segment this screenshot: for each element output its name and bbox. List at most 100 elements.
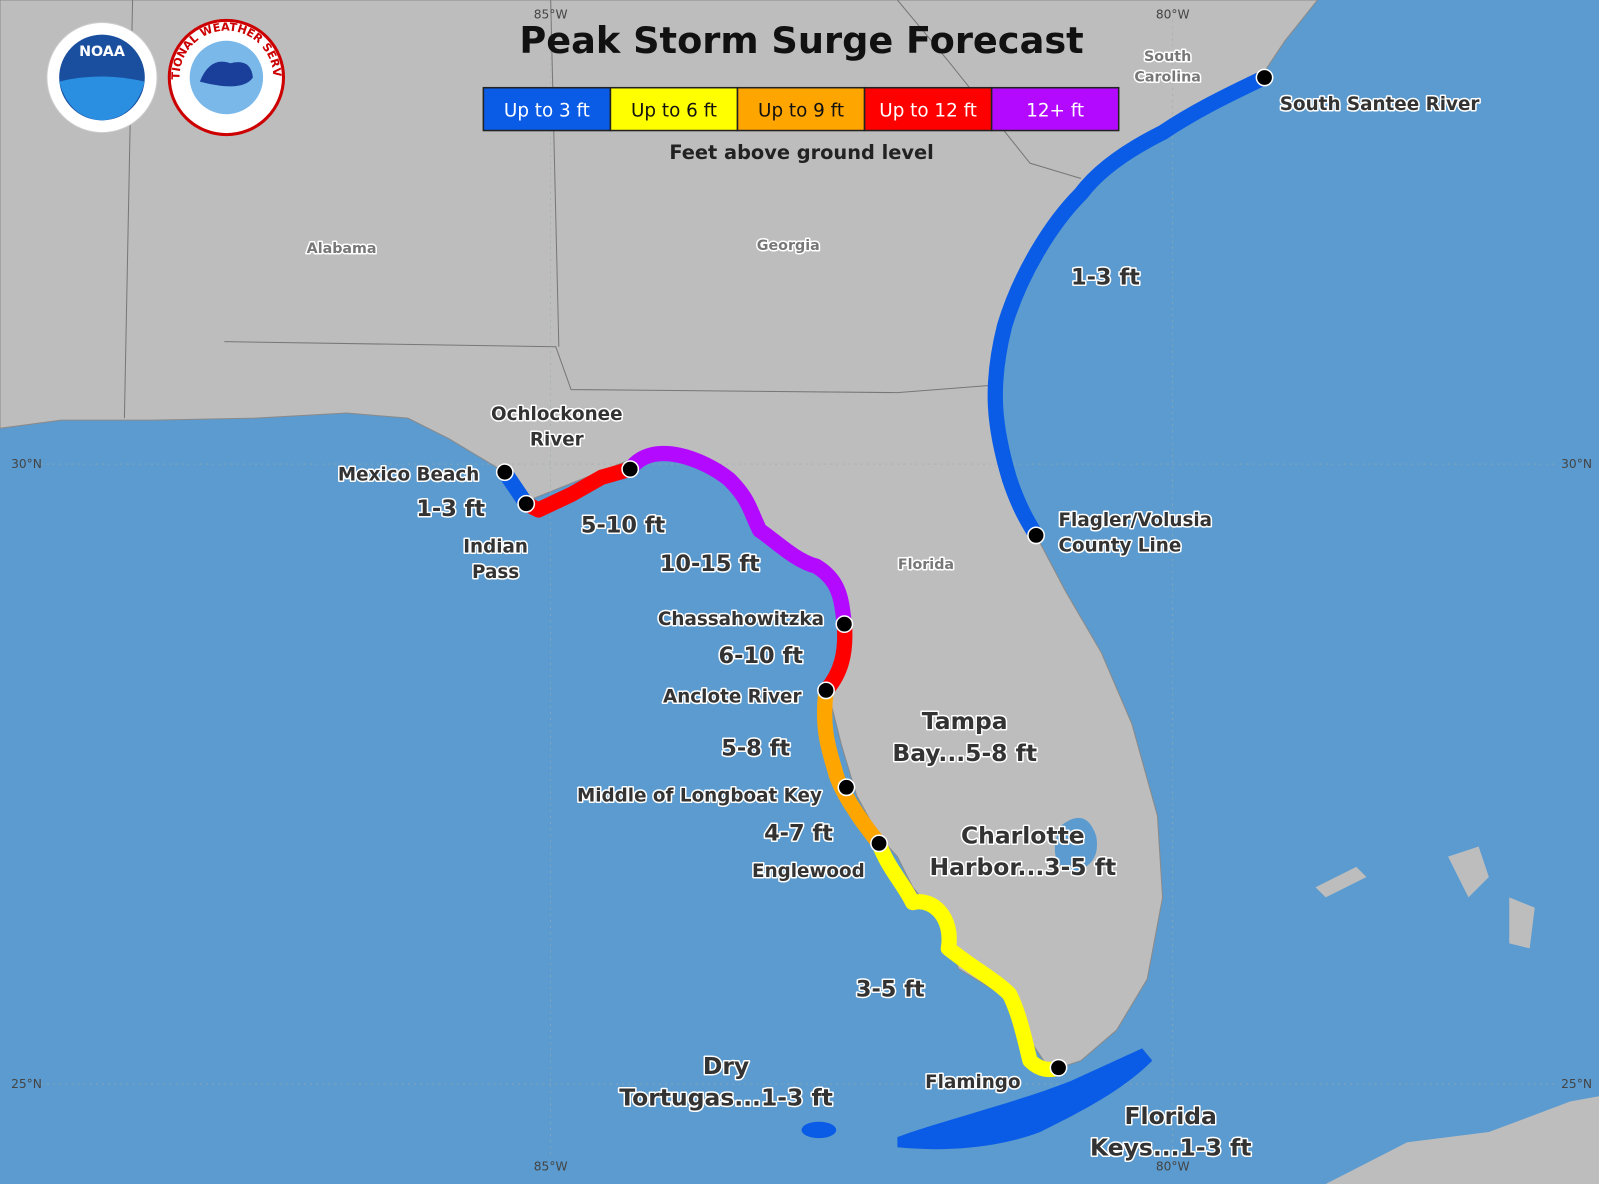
surge-segment (518, 461, 638, 518)
surge-label-line: Tortugas...1-3 ft (619, 1083, 833, 1111)
surge-label: 10-15 ft (660, 551, 760, 577)
legend-label: Up to 12 ft (879, 100, 977, 121)
place-label-line: Anclote River (663, 687, 801, 708)
region-label-line: Florida (898, 557, 954, 573)
surge-label: 6-10 ft (719, 643, 804, 669)
region-label: Florida (898, 557, 954, 573)
region-label-line: Georgia (757, 238, 820, 254)
place-label-line: Flagler/Volusia (1059, 510, 1213, 531)
surge-label: 4-7 ft (764, 820, 833, 846)
surge-label: Florida Keys...1-3 ft (1090, 1102, 1251, 1162)
place-label: South Santee River (1280, 94, 1480, 115)
surge-label: Dry Tortugas...1-3 ft (619, 1052, 833, 1112)
surge-segment (987, 69, 1273, 544)
place-label-line: River (530, 430, 584, 451)
noaa-text: NOAA (79, 44, 125, 60)
point-marker (817, 681, 835, 700)
graticule-label: 25°N (11, 1077, 42, 1091)
region-label-line: South (1144, 49, 1191, 65)
legend-label: Up to 9 ft (758, 100, 844, 121)
place-label: Indian Pass (463, 537, 528, 583)
surge-label: 1-3 ft (1071, 265, 1140, 291)
place-label-line: Pass (472, 562, 519, 583)
point-marker (835, 615, 854, 634)
point-marker (870, 834, 888, 853)
graticule-label: 80°W (1156, 7, 1190, 21)
surge-label: 5-8 ft (721, 736, 790, 762)
surge-label: 3-5 ft (856, 976, 925, 1002)
surge-label: 1-3 ft (416, 496, 485, 522)
graticule-label: 30°N (11, 457, 42, 471)
region-label: Alabama (307, 241, 377, 257)
place-label: Mexico Beach (338, 464, 479, 485)
place-label: Anclote River (663, 687, 801, 708)
place-label-line: Mexico Beach (338, 464, 479, 485)
graticule-label: 85°W (534, 7, 568, 21)
surge-label-line: Florida (1125, 1102, 1217, 1130)
point-marker (621, 460, 640, 479)
point-marker (495, 463, 514, 482)
points (495, 68, 1274, 1077)
region-label: South Carolina (1134, 49, 1200, 85)
graticule-label: 85°W (534, 1160, 568, 1174)
dry-tortugas-zone (801, 1121, 837, 1139)
surge-label-line: 6-10 ft (719, 643, 804, 669)
labels: 85°W 80°W 85°W 80°W 30°N 25°N 30°N 25°N South Car… (11, 7, 1592, 1173)
title: Peak Storm Surge Forecast (519, 19, 1083, 62)
surge-label-line: 1-3 ft (1071, 265, 1140, 291)
noaa-logo: NOAA (46, 21, 158, 134)
place-label-line: Middle of Longboat Key (577, 786, 822, 807)
surge-label-line: 3-5 ft (856, 976, 925, 1002)
place-label: Ochlockonee River (491, 404, 623, 450)
florida-keys-zone (897, 1048, 1153, 1150)
legend-label: Up to 6 ft (631, 100, 717, 121)
place-label-line: Chassahowitzka (658, 609, 824, 630)
point-marker (1255, 68, 1274, 87)
place-label-line: Ochlockonee (491, 404, 623, 425)
graticule (40, 20, 1556, 1158)
surge-label-line: 5-10 ft (581, 512, 666, 538)
surge-label-line: 1-3 ft (416, 496, 485, 522)
legend-label: Up to 3 ft (504, 100, 590, 121)
place-label-line: County Line (1059, 536, 1182, 557)
place-label-line: Indian (463, 537, 528, 558)
legend-swatch (736, 86, 866, 132)
surge-segment (816, 682, 887, 852)
legend-swatch (482, 86, 612, 132)
region-label-line: Alabama (307, 241, 377, 257)
surge-label-line: Tampa (922, 707, 1008, 735)
graticule-label: 30°N (1561, 457, 1592, 471)
bahamas (1315, 846, 1535, 949)
surge-segment (622, 445, 853, 632)
point-marker (1027, 526, 1046, 545)
point-marker (837, 778, 856, 797)
surge-label-line: 4-7 ft (764, 820, 833, 846)
legend-label: 12+ ft (1026, 100, 1084, 121)
place-label-line: South Santee River (1280, 94, 1480, 115)
place-label-line: Flamingo (925, 1072, 1020, 1093)
graticule-label: 25°N (1561, 1077, 1592, 1091)
point-marker (517, 494, 536, 513)
place-label: Englewood (752, 861, 865, 882)
surge-label-line: Keys...1-3 ft (1090, 1133, 1251, 1161)
region-label: Georgia (757, 238, 820, 254)
surge-label-line: Charlotte (961, 821, 1085, 849)
cuba (1325, 1096, 1599, 1184)
place-label: Flamingo (925, 1072, 1020, 1093)
legend-caption: Feet above ground level (669, 141, 933, 164)
place-label: Flagler/Volusia County Line (1059, 510, 1213, 556)
point-marker (1049, 1058, 1068, 1077)
place-label: Middle of Longboat Key (577, 786, 822, 807)
surge-label-line: Bay...5-8 ft (892, 739, 1037, 767)
place-label-line: Englewood (752, 861, 865, 882)
lake-okeechobee (1054, 817, 1097, 872)
surge-label: Charlotte Harbor...3-5 ft (929, 821, 1116, 881)
surge-label-line: 10-15 ft (660, 551, 760, 577)
legend-swatch (863, 86, 993, 132)
place-label: Chassahowitzka (658, 609, 824, 630)
legend: Up to 3 ft Up to 6 ft Up to 9 ft Up to 12 f… (482, 86, 1120, 164)
surge-label-line: Harbor...3-5 ft (929, 853, 1116, 881)
surge-label-line: Dry (703, 1052, 749, 1080)
